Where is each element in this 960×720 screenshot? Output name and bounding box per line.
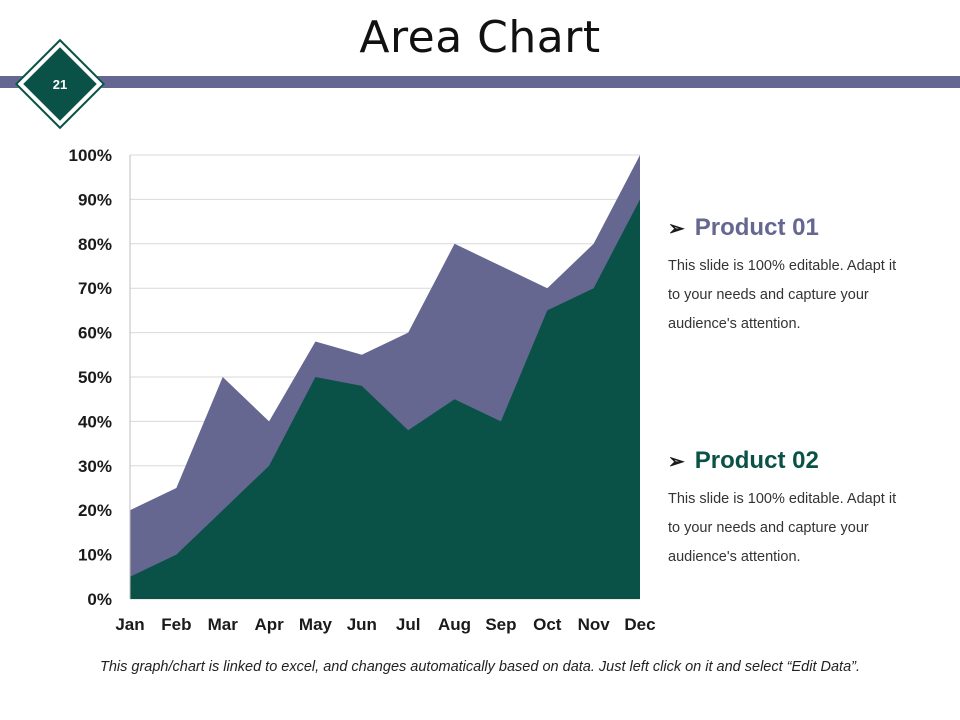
y-tick-label: 30%	[78, 457, 112, 476]
page-number: 21	[52, 76, 68, 92]
legend-title-product-01: ➢ Product 01	[668, 214, 938, 242]
area-series-product-02[interactable]	[130, 199, 640, 599]
x-tick-label: Dec	[624, 615, 655, 634]
legend-description-line: This slide is 100% editable. Adapt it	[668, 258, 897, 274]
legend-description-line: audience's attention.	[668, 316, 801, 332]
x-tick-label: Jul	[396, 615, 421, 634]
legend-description-product-01: This slide is 100% editable. Adapt it to…	[668, 252, 938, 339]
x-tick-label: Jun	[347, 615, 377, 634]
page-number-badge: 21	[14, 38, 106, 130]
y-tick-label: 40%	[78, 412, 112, 431]
x-tick-label: Sep	[485, 615, 516, 634]
legend-description-product-02: This slide is 100% editable. Adapt it to…	[668, 485, 938, 572]
legend-description-line: to your needs and capture your	[668, 520, 869, 536]
x-tick-label: Feb	[161, 615, 191, 634]
arrow-bullet-icon: ➢	[668, 217, 685, 240]
y-tick-label: 10%	[78, 546, 112, 565]
x-tick-label: Oct	[533, 615, 562, 634]
header-bar-fill	[0, 76, 960, 88]
y-tick-label: 80%	[78, 235, 112, 254]
x-tick-label: Aug	[438, 615, 471, 634]
legend-label-product-01: Product 01	[694, 214, 819, 241]
legend-product-01: ➢ Product 01 This slide is 100% editable…	[668, 214, 938, 339]
y-tick-label: 20%	[78, 501, 112, 520]
legend-description-line: to your needs and capture your	[668, 287, 869, 303]
x-tick-label: Apr	[254, 615, 284, 634]
y-tick-label: 0%	[87, 590, 112, 609]
legend-product-02: ➢ Product 02 This slide is 100% editable…	[668, 447, 938, 572]
header-bar	[0, 76, 960, 88]
x-tick-label: May	[299, 615, 333, 634]
footer-note: This graph/chart is linked to excel, and…	[99, 659, 861, 675]
area-chart[interactable]: 0% 10% 20% 30% 40% 50% 60% 70% 80% 90% 100% Jan Feb M…	[0, 130, 680, 645]
slide-title: Area Chart	[359, 12, 601, 63]
arrow-bullet-icon: ➢	[668, 450, 685, 473]
y-tick-label: 70%	[78, 279, 112, 298]
y-tick-label: 60%	[78, 324, 112, 343]
legend-description-line: audience's attention.	[668, 549, 801, 565]
y-tick-label: 90%	[78, 190, 112, 209]
legend-label-product-02: Product 02	[694, 447, 819, 474]
x-tick-label: Mar	[208, 615, 239, 634]
x-tick-label: Jan	[115, 615, 144, 634]
y-tick-label: 100%	[69, 146, 112, 165]
x-tick-label: Nov	[578, 615, 611, 634]
legend-description-line: This slide is 100% editable. Adapt it	[668, 491, 897, 507]
legend-title-product-02: ➢ Product 02	[668, 447, 938, 475]
y-tick-label: 50%	[78, 368, 112, 387]
